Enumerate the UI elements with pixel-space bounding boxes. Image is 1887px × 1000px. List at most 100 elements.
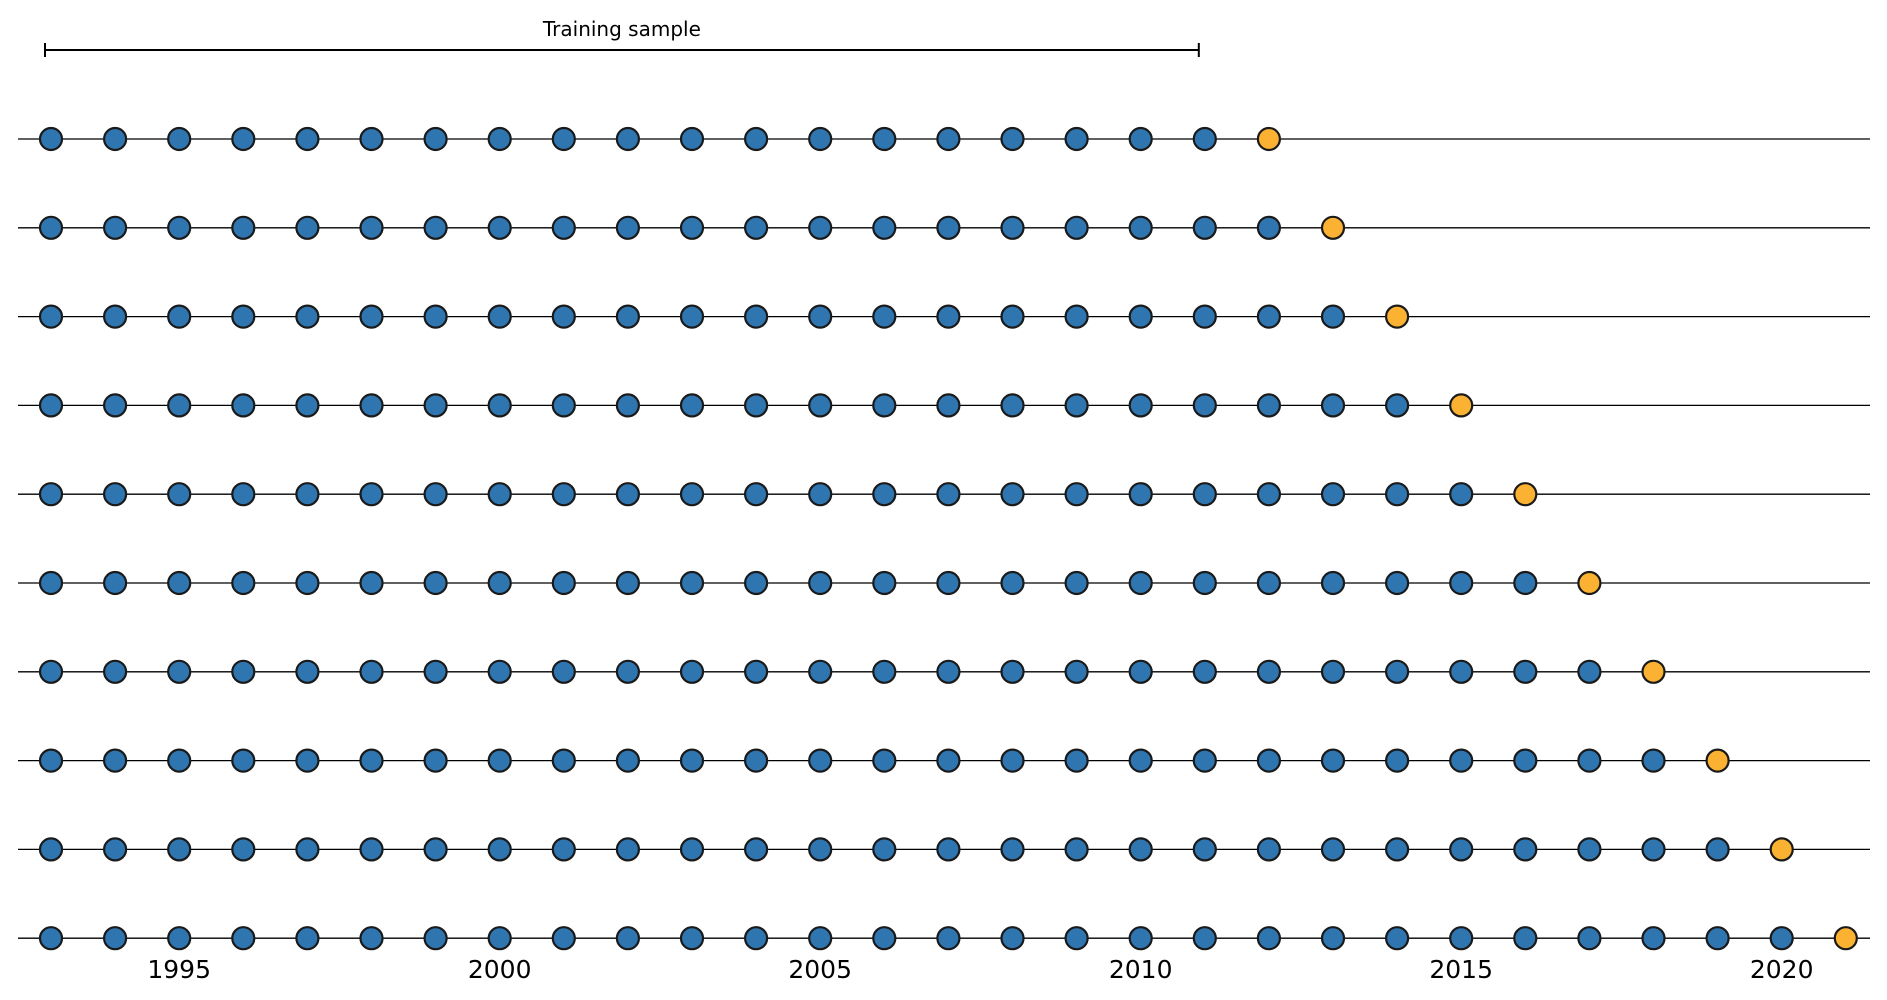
train-point [936,926,961,951]
train-point [1192,748,1217,773]
test-point [1641,659,1666,684]
train-point [1449,570,1474,596]
test-point [1833,926,1858,951]
train-point [1128,837,1153,862]
train-point [1256,837,1282,862]
train-point [872,926,897,951]
train-point [359,304,384,329]
train-point [872,304,897,329]
train-point [808,748,833,773]
train-point [1256,304,1282,329]
train-point [1064,393,1089,418]
train-point [1000,570,1025,596]
train-point [38,215,64,240]
train-point [295,659,320,684]
train-point [102,748,128,773]
train-point [1192,126,1217,152]
train-point [808,393,833,418]
train-point [936,659,961,684]
window-row [18,570,1870,596]
train-point [1320,304,1346,329]
train-point [1192,926,1217,951]
train-point [808,570,833,596]
train-point [1320,926,1346,951]
train-point [167,393,192,418]
train-point [1449,659,1474,684]
rolling-window-rows [18,126,1870,951]
train-point [38,126,64,152]
train-point [359,570,384,596]
train-point [423,748,448,773]
train-point [102,304,128,329]
train-point [359,482,384,507]
train-point [936,748,961,773]
train-point [615,659,641,684]
train-point [423,570,448,596]
train-point [38,748,64,773]
window-row [18,837,1870,862]
train-point [615,215,641,240]
train-point [743,926,769,951]
training-sample-bracket: Training sample [44,17,1200,57]
train-point [1192,659,1217,684]
train-point [615,393,641,418]
train-point [551,748,576,773]
train-point [872,837,897,862]
bracket-label: Training sample [542,17,701,41]
train-point [1320,748,1346,773]
train-point [423,304,448,329]
train-point [615,926,641,951]
x-tick-label: 2000 [468,955,532,984]
test-point [1320,215,1346,240]
train-point [1256,659,1282,684]
train-point [167,837,192,862]
train-point [808,837,833,862]
train-point [231,570,256,596]
window-row [18,748,1870,773]
train-point [423,393,448,418]
train-point [743,126,769,152]
train-point [679,659,705,684]
train-point [167,748,192,773]
train-point [167,926,192,951]
train-point [102,659,128,684]
x-tick-label: 2010 [1109,955,1173,984]
train-point [1513,926,1538,951]
train-point [295,570,320,596]
train-point [743,215,769,240]
train-point [679,393,705,418]
train-point [1705,837,1730,862]
train-point [423,659,448,684]
train-point [1000,126,1025,152]
train-point [231,304,256,329]
train-point [487,126,512,152]
train-point [743,304,769,329]
train-point [872,126,897,152]
window-row [18,926,1870,951]
x-tick-label: 2005 [788,955,852,984]
train-point [743,837,769,862]
train-point [423,926,448,951]
train-point [102,126,128,152]
train-point [679,215,705,240]
test-point [1705,748,1730,773]
train-point [1384,482,1410,507]
train-point [1577,659,1602,684]
train-point [102,570,128,596]
train-point [38,837,64,862]
train-point [1000,393,1025,418]
train-point [231,393,256,418]
train-point [1064,926,1089,951]
train-point [679,304,705,329]
train-point [1064,570,1089,596]
train-point [1064,837,1089,862]
train-point [551,126,576,152]
window-row [18,304,1870,329]
train-point [295,393,320,418]
train-point [1513,837,1538,862]
window-row [18,393,1870,418]
train-point [487,304,512,329]
train-point [1705,926,1730,951]
train-point [1577,748,1602,773]
train-point [1320,482,1346,507]
